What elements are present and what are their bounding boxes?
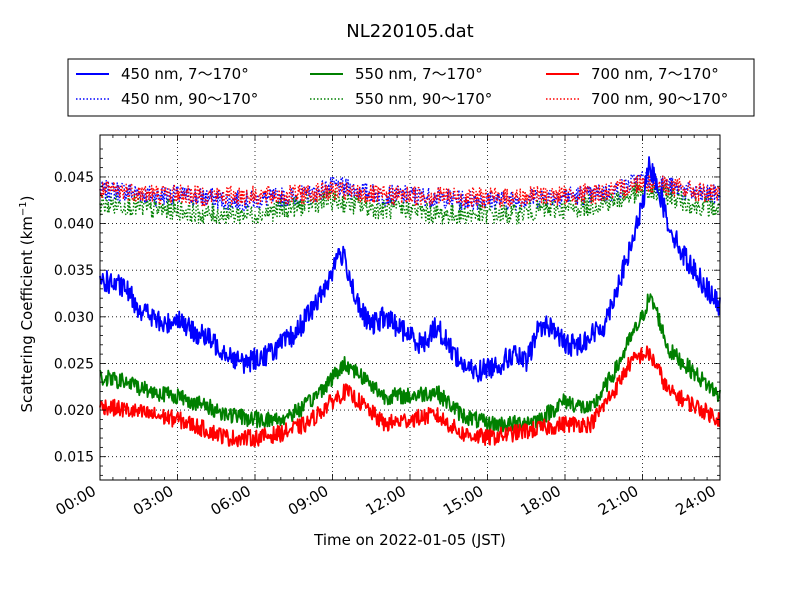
x-tick-label: 12:00 [363, 482, 409, 519]
legend-label-1: 450 nm, 90～170° [121, 90, 258, 108]
legend-label-0: 450 nm, 7～170° [121, 65, 249, 83]
y-axis-label-main: Scattering Coefficient (km [18, 216, 36, 412]
y-axis-label: Scattering Coefficient (km−1) [18, 195, 36, 412]
series-line-4 [99, 345, 721, 448]
x-tick-label: 06:00 [208, 482, 254, 519]
chart-title: NL220105.dat [346, 21, 473, 42]
y-tick-label: 0.045 [54, 170, 94, 186]
y-axis-label-close: ) [18, 195, 36, 201]
legend-label-2: 550 nm, 7～170° [355, 65, 483, 83]
series-layer [99, 156, 721, 448]
legend-label-5: 700 nm, 90～170° [591, 90, 728, 108]
x-tick-label: 00:00 [53, 482, 99, 519]
series-line-5 [99, 174, 721, 209]
y-tick-label: 0.025 [54, 356, 94, 372]
y-tick-label: 0.030 [54, 310, 94, 326]
y-tick-label: 0.020 [54, 403, 94, 419]
x-tick-label: 03:00 [130, 482, 176, 519]
y-tick-label: 0.015 [54, 450, 94, 466]
y-axis-label-exponent: −1 [18, 201, 29, 216]
series-line-0 [99, 156, 721, 383]
y-tick-label: 0.035 [54, 263, 94, 279]
x-tick-label: 18:00 [518, 482, 564, 519]
x-tick-label: 24:00 [673, 482, 719, 519]
x-tick-label: 15:00 [440, 482, 486, 519]
x-axis-label: Time on 2022-01-05 (JST) [313, 531, 506, 549]
legend-label-4: 700 nm, 7～170° [591, 65, 719, 83]
x-tick-label: 09:00 [285, 482, 331, 519]
legend-box [67, 58, 755, 117]
legend-label-3: 550 nm, 90～170° [355, 90, 492, 108]
x-tick-label: 21:00 [595, 482, 641, 519]
y-tick-label: 0.040 [54, 217, 94, 233]
legend: 450 nm, 7～170° 450 nm, 90～170° 550 nm, 7～1… [67, 58, 755, 117]
series-line-2 [99, 293, 721, 433]
